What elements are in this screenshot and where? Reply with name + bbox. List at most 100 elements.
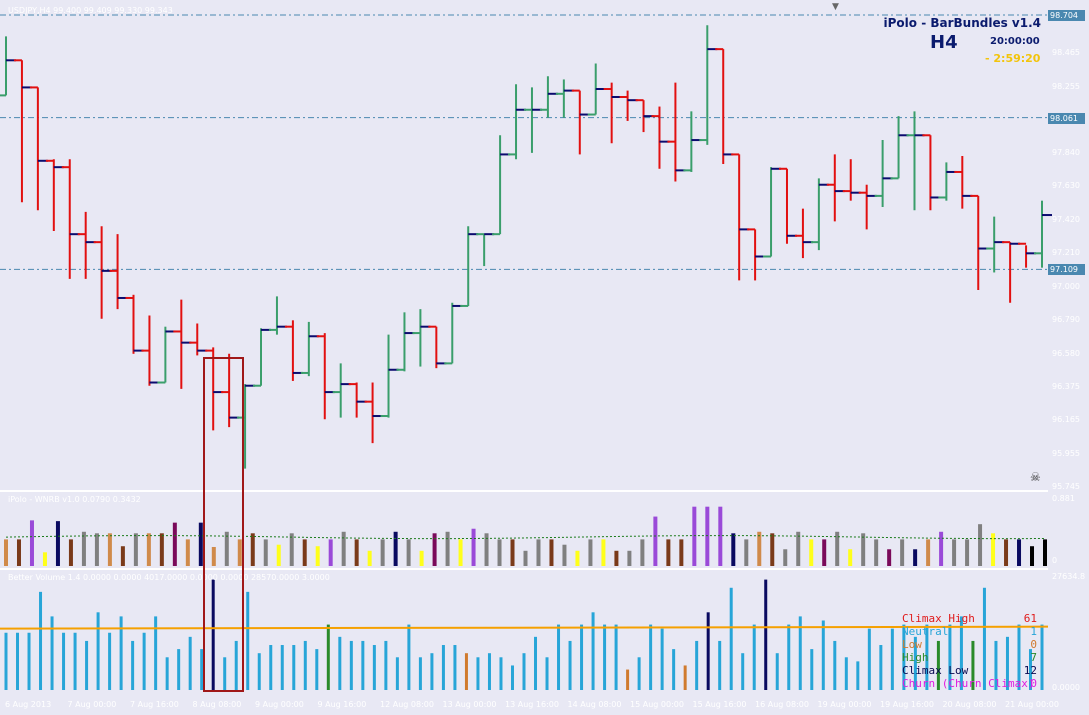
volume-legend-value: 0	[1030, 677, 1037, 690]
wnrb-bar	[1030, 546, 1035, 566]
volume-legend-label: Low	[902, 638, 922, 651]
volume-legend-label: Climax High	[902, 612, 975, 625]
price-axis-label: 95.955	[1052, 448, 1080, 458]
volume-bar	[338, 636, 342, 690]
wnrb-bar	[16, 539, 21, 566]
wnrb-bar	[679, 539, 684, 566]
time-axis-label: 9 Aug 16:00	[317, 700, 367, 709]
volume-legend-value: 61	[1023, 612, 1037, 625]
volume-legend-row: Low 0	[902, 638, 1037, 651]
volume-bar	[787, 624, 791, 690]
volume-axis-bottom: 0.0000	[1052, 683, 1080, 692]
indicator-title: iPolo - BarBundles v1.4	[883, 16, 1041, 30]
volume-bar	[1005, 636, 1009, 690]
price-axis-label: 96.790	[1052, 315, 1080, 325]
wnrb-panel-title: iPolo - WNRB v1.0 0.0790 0.3432	[8, 495, 141, 504]
time-axis-label: 6 Aug 2013	[5, 700, 52, 709]
wnrb-bar	[224, 531, 229, 566]
wnrb-bar	[549, 539, 554, 566]
wnrb-bar	[718, 506, 723, 566]
wnrb-bar	[445, 531, 450, 566]
chart-shift-marker-icon[interactable]: ▼	[832, 2, 839, 12]
volume-bar	[349, 640, 353, 690]
wnrb-bar	[887, 549, 892, 566]
volume-legend-label: Churn (Churn Climax)	[902, 677, 1035, 690]
wnrb-bar	[42, 552, 47, 566]
volume-bar	[62, 632, 66, 690]
price-axis-label: 97.210	[1052, 248, 1080, 258]
bar-countdown: - 2:59:20	[985, 52, 1041, 65]
volume-bar	[637, 657, 641, 690]
price-hline-label: 98.061	[1048, 112, 1085, 124]
volume-bar	[936, 640, 940, 690]
volume-bar	[39, 591, 43, 690]
wnrb-bar	[939, 531, 944, 566]
wnrb-bar	[406, 539, 411, 566]
volume-bar	[85, 640, 89, 690]
wnrb-bar	[458, 539, 463, 566]
wnrb-bar	[68, 539, 73, 566]
volume-bar	[821, 620, 825, 690]
volume-bar	[326, 624, 330, 690]
volume-legend-row: Churn (Churn Climax) 0	[902, 677, 1037, 690]
price-axis-label: 97.000	[1052, 281, 1080, 291]
panel-separator-2[interactable]	[0, 568, 1048, 570]
volume-bar	[925, 624, 929, 690]
wnrb-bar	[289, 533, 294, 566]
time-axis-label: 8 Aug 08:00	[192, 700, 242, 709]
price-axis-label: 97.420	[1052, 214, 1080, 224]
wnrb-bar	[913, 549, 918, 566]
volume-bar	[982, 587, 986, 690]
volume-bar	[741, 653, 745, 690]
wnrb-bar	[367, 550, 372, 566]
wnrb-axis-bottom: 0	[1052, 556, 1058, 565]
wnrb-bar	[835, 531, 840, 566]
volume-legend-value: 12	[1023, 664, 1037, 677]
volume-legend-value: 1	[1030, 625, 1037, 638]
volume-legend-label: High	[902, 651, 929, 664]
time-axis-label: 9 Aug 00:00	[255, 700, 304, 709]
wnrb-bar	[146, 533, 151, 566]
wnrb-bar	[978, 524, 983, 566]
volume-bar	[476, 657, 480, 690]
volume-bar	[971, 640, 975, 690]
panel-separator-1[interactable]	[0, 490, 1048, 492]
volume-panel-title: Better Volume 1.4 0.0000 0.0000 4017.000…	[8, 573, 330, 582]
highlight-rectangle[interactable]	[203, 357, 244, 692]
volume-legend-row: Climax Low 12	[902, 664, 1037, 677]
time-axis-bg	[0, 698, 1048, 715]
volume-bar	[695, 640, 699, 690]
volume-legend-row: Climax High 61	[902, 612, 1037, 625]
volume-bar	[522, 653, 526, 690]
volume-bar	[395, 657, 399, 690]
volume-bar	[257, 653, 261, 690]
time-axis-label: 12 Aug 08:00	[380, 700, 434, 709]
wnrb-bar	[185, 539, 190, 566]
wnrb-bar	[341, 531, 346, 566]
volume-bar	[211, 579, 215, 690]
volume-bar	[96, 612, 100, 690]
volume-bar	[165, 657, 169, 690]
volume-bar	[902, 624, 906, 690]
wnrb-bar	[666, 539, 671, 566]
volume-bar	[200, 649, 204, 690]
volume-bar	[154, 616, 158, 690]
price-axis-label: 96.580	[1052, 348, 1080, 358]
wnrb-bar	[731, 533, 736, 566]
volume-bar	[879, 645, 883, 690]
wnrb-bar	[692, 506, 697, 566]
volume-bar	[119, 616, 123, 690]
wnrb-bar	[770, 533, 775, 566]
volume-bar	[4, 632, 8, 690]
volume-bar	[545, 657, 549, 690]
volume-bar	[188, 636, 192, 690]
volume-bar	[775, 653, 779, 690]
wnrb-bar	[159, 533, 164, 566]
wnrb-bar	[653, 516, 658, 566]
time-axis-label: 19 Aug 00:00	[817, 700, 872, 709]
volume-bar	[384, 640, 388, 690]
volume-bar	[73, 632, 77, 690]
wnrb-bar	[497, 539, 502, 566]
